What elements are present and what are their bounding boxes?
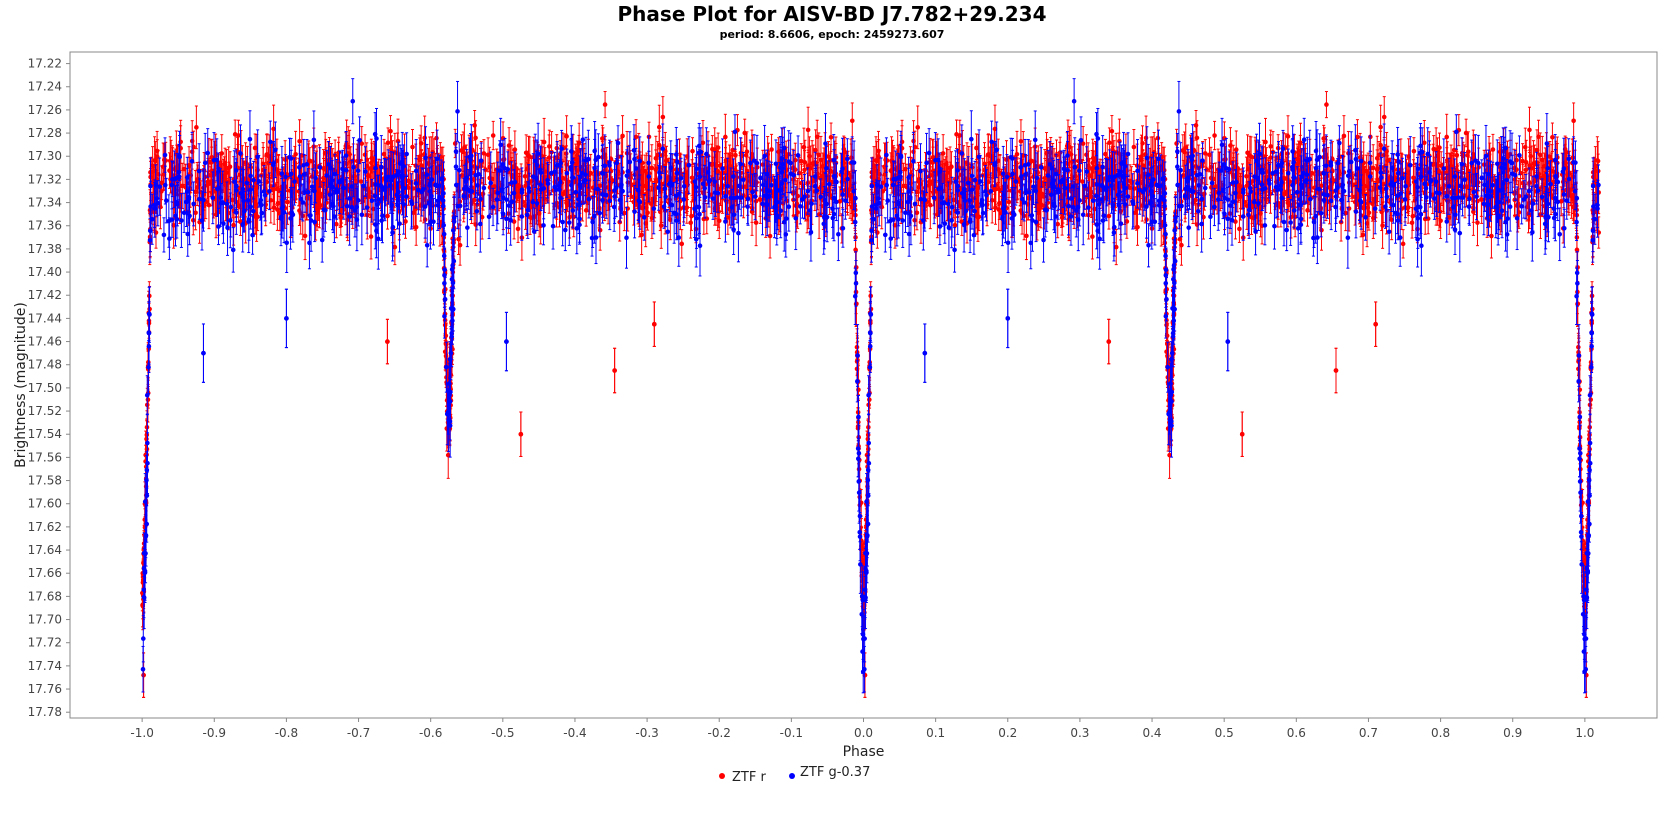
y-tick-label: 17.32 bbox=[28, 172, 62, 186]
x-tick-label: -0.9 bbox=[203, 726, 226, 740]
y-tick-label: 17.40 bbox=[28, 265, 62, 279]
y-tick-label: 17.38 bbox=[28, 242, 62, 256]
x-tick-label: 0.9 bbox=[1503, 726, 1522, 740]
y-tick-label: 17.28 bbox=[28, 126, 62, 140]
x-tick-label: -1.0 bbox=[130, 726, 153, 740]
y-tick-label: 17.54 bbox=[28, 427, 62, 441]
data-point-ztf-r bbox=[639, 214, 644, 255]
legend-marker-ztf-r bbox=[719, 773, 725, 779]
y-tick-label: 17.60 bbox=[28, 497, 62, 511]
chart-title: Phase Plot for AISV-BD J7.782+29.234 bbox=[618, 2, 1047, 26]
data-point-ztf-r bbox=[385, 202, 390, 230]
y-axis-label: Brightness (magnitude) bbox=[13, 302, 29, 468]
x-tick-label: -0.4 bbox=[563, 726, 586, 740]
x-tick-label: 0.7 bbox=[1359, 726, 1378, 740]
legend-label-ztf-r: ZTF r bbox=[732, 770, 766, 785]
y-tick-label: 17.36 bbox=[28, 219, 62, 233]
legend-marker-ztf-g bbox=[789, 773, 795, 779]
y-tick-label: 17.22 bbox=[28, 57, 62, 71]
y-tick-label: 17.52 bbox=[28, 404, 62, 418]
y-tick-label: 17.64 bbox=[28, 543, 62, 557]
y-tick-label: 17.24 bbox=[28, 80, 62, 94]
y-tick-label: 17.58 bbox=[28, 474, 62, 488]
x-tick-label: 0.1 bbox=[926, 726, 945, 740]
x-tick-label: 0.5 bbox=[1215, 726, 1234, 740]
chart-subtitle: period: 8.6606, epoch: 2459273.607 bbox=[720, 28, 945, 41]
y-tick-label: 17.26 bbox=[28, 103, 62, 117]
data-points bbox=[140, 78, 1602, 698]
x-tick-label: -0.2 bbox=[708, 726, 731, 740]
y-tick-label: 17.48 bbox=[28, 358, 62, 372]
y-tick-label: 17.46 bbox=[28, 335, 62, 349]
x-tick-label: 0.3 bbox=[1070, 726, 1089, 740]
y-tick-label: 17.78 bbox=[28, 705, 62, 719]
y-tick-label: 17.30 bbox=[28, 149, 62, 163]
y-tick-label: 17.72 bbox=[28, 636, 62, 650]
y-tick-label: 17.34 bbox=[28, 196, 62, 210]
legend-label-ztf-g: ZTF g-0.37 bbox=[800, 765, 870, 780]
x-axis-label: Phase bbox=[843, 744, 885, 760]
x-tick-label: -0.3 bbox=[635, 726, 658, 740]
x-tick-label: 0.2 bbox=[998, 726, 1017, 740]
x-tick-label: 1.0 bbox=[1575, 726, 1594, 740]
y-tick-label: 17.62 bbox=[28, 520, 62, 534]
y-tick-label: 17.74 bbox=[28, 659, 62, 673]
y-tick-label: 17.76 bbox=[28, 682, 62, 696]
y-axis: 17.22 17.24 17.26 17.28 17.30 17.32 17.34 17.36… bbox=[28, 57, 70, 719]
x-tick-label: 0.6 bbox=[1287, 726, 1306, 740]
x-tick-label: -0.5 bbox=[491, 726, 514, 740]
legend: ZTF r ZTF g-0.37 bbox=[719, 765, 870, 785]
x-tick-label: -0.8 bbox=[275, 726, 298, 740]
y-tick-label: 17.70 bbox=[28, 613, 62, 627]
x-tick-label: 0.4 bbox=[1142, 726, 1161, 740]
x-tick-label: -0.6 bbox=[419, 726, 442, 740]
x-tick-label: -0.1 bbox=[780, 726, 803, 740]
x-tick-label: -0.7 bbox=[347, 726, 370, 740]
y-tick-label: 17.66 bbox=[28, 566, 62, 580]
x-tick-label: 0.8 bbox=[1431, 726, 1450, 740]
y-tick-label: 17.50 bbox=[28, 381, 62, 395]
data-point-ztf-r bbox=[1204, 154, 1210, 186]
y-tick-label: 17.68 bbox=[28, 589, 62, 603]
y-tick-label: 17.42 bbox=[28, 288, 62, 302]
x-tick-label: 0.0 bbox=[854, 726, 873, 740]
y-tick-label: 17.44 bbox=[28, 311, 62, 325]
x-axis: -1.0 -0.9 -0.8 -0.7 -0.6 -0.5 -0.4 -0.3 -0.2 -0.1… bbox=[130, 718, 1594, 740]
y-tick-label: 17.56 bbox=[28, 450, 62, 464]
